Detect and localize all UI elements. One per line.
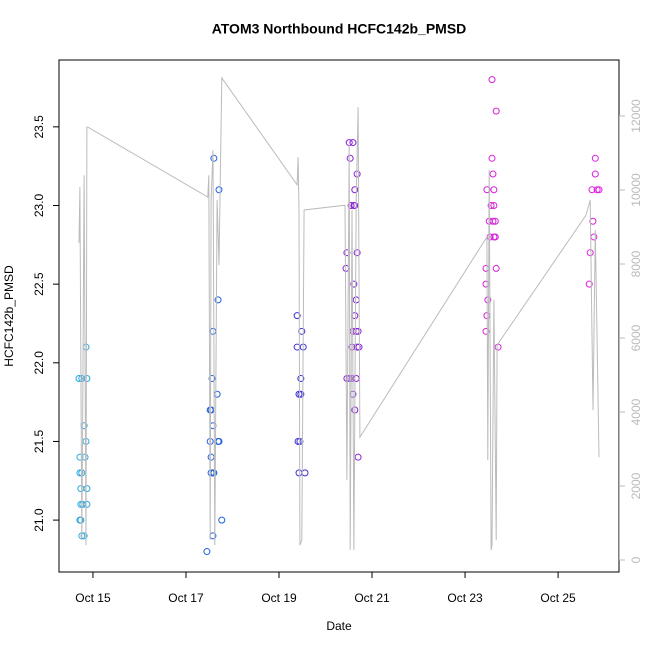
point <box>75 375 83 383</box>
point <box>83 500 91 508</box>
point <box>595 186 603 194</box>
point <box>293 312 301 320</box>
point <box>83 485 91 493</box>
point <box>487 201 495 209</box>
y2-tick-label: 8000 <box>629 250 643 277</box>
y2-tick-label: 10000 <box>629 173 643 207</box>
point <box>294 437 302 445</box>
x-tick-label: Oct 19 <box>261 591 297 605</box>
point <box>218 516 226 524</box>
point <box>213 390 221 398</box>
point <box>494 343 502 351</box>
point <box>76 469 84 477</box>
point <box>80 532 88 540</box>
point <box>83 375 91 383</box>
point <box>492 264 500 272</box>
y-tick-label: 23.0 <box>32 193 46 217</box>
point <box>483 186 491 194</box>
point <box>482 327 490 335</box>
x-tick-label: Oct 21 <box>354 591 390 605</box>
point <box>488 154 496 162</box>
point <box>215 437 223 445</box>
x-axis-label: Date <box>326 619 352 633</box>
point <box>349 139 357 147</box>
point <box>492 107 500 115</box>
point <box>586 249 594 257</box>
point <box>593 186 601 194</box>
point <box>76 453 84 461</box>
plot-frame <box>58 59 620 573</box>
point <box>215 186 223 194</box>
y2-tick-label: 2000 <box>629 472 643 499</box>
point <box>351 201 359 209</box>
point <box>588 186 596 194</box>
point <box>297 390 305 398</box>
point <box>210 154 218 162</box>
point <box>488 76 496 84</box>
y-tick-label: 22.0 <box>32 351 46 375</box>
point <box>301 469 309 477</box>
y-tick-label: 21.0 <box>32 508 46 532</box>
y-tick-label: 22.5 <box>32 272 46 296</box>
point <box>591 170 599 178</box>
x-tick-label: Oct 15 <box>75 591 111 605</box>
point <box>350 280 358 288</box>
line <box>78 76 600 551</box>
point <box>590 233 598 241</box>
point <box>354 453 362 461</box>
point <box>591 154 599 162</box>
x-tick-label: Oct 17 <box>168 591 204 605</box>
point <box>347 201 355 209</box>
point <box>489 170 497 178</box>
point <box>491 217 499 225</box>
point <box>346 154 354 162</box>
y-tick-label: 21.5 <box>32 429 46 453</box>
point <box>351 186 359 194</box>
point <box>491 233 499 241</box>
y-tick-label: 23.5 <box>32 115 46 139</box>
point <box>295 469 303 477</box>
point <box>585 280 593 288</box>
point <box>353 343 361 351</box>
x-tick-label: Oct 25 <box>540 591 576 605</box>
point <box>589 217 597 225</box>
point <box>214 296 222 304</box>
y2-tick-label: 6000 <box>629 324 643 351</box>
point <box>342 264 350 272</box>
point <box>484 296 492 304</box>
point <box>203 548 211 556</box>
point <box>482 280 490 288</box>
point <box>482 264 490 272</box>
point <box>490 201 498 209</box>
point <box>77 485 85 493</box>
x-tick-label: Oct 23 <box>447 591 483 605</box>
point <box>353 249 361 257</box>
y2-tick-label: 0 <box>629 556 643 563</box>
y2-tick-label: 12000 <box>629 99 643 133</box>
point <box>298 327 306 335</box>
y2-tick-label: 4000 <box>629 398 643 425</box>
point <box>77 516 85 524</box>
chart-title: ATOM3 Northbound HCFC142b_PMSD <box>212 21 467 37</box>
point <box>490 186 498 194</box>
point <box>297 375 305 383</box>
point <box>352 296 360 304</box>
point <box>352 375 360 383</box>
point <box>210 469 218 477</box>
point <box>207 453 215 461</box>
y-axis-label: HCFC142b_PMSD <box>2 265 16 367</box>
point <box>208 375 216 383</box>
